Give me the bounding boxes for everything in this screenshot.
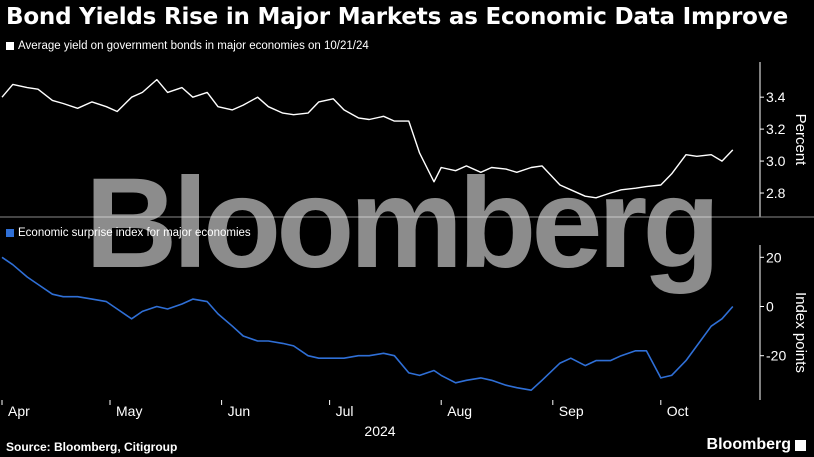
yield-axis-title: Percent	[792, 114, 809, 167]
surprise-y-axis: 20 0 -20 Index points	[759, 245, 809, 400]
x-tick-label: Jun	[228, 403, 251, 419]
surprise-y-tick-label: 20	[766, 249, 782, 265]
yield-series-line	[1, 78, 734, 199]
legend-yield-label: Average yield on government bonds in maj…	[18, 40, 369, 52]
x-tick-label: Apr	[8, 403, 30, 419]
legend-surprise-swatch	[6, 229, 14, 237]
x-tick-label: Aug	[447, 403, 472, 419]
surprise-series-line	[1, 256, 734, 391]
x-year-label: 2024	[364, 423, 395, 439]
x-tick-label: Oct	[667, 403, 689, 419]
source-note: Source: Bloomberg, Citigroup	[6, 440, 178, 454]
x-tick-label: May	[116, 403, 142, 419]
bar-chart-icon	[795, 439, 806, 451]
legend-yield-swatch	[6, 42, 14, 50]
brand-name: Bloomberg	[706, 436, 791, 453]
surprise-y-tick-label: 0	[766, 299, 774, 315]
x-axis: Apr May Jun Jul Aug Sep Oct 2024	[1, 400, 689, 439]
yield-y-axis: 2.8 3.0 3.2 3.4 Percent	[759, 62, 809, 217]
surprise-y-tick-label: -20	[766, 348, 786, 364]
chart-title: Bond Yields Rise in Major Markets as Eco…	[6, 4, 788, 30]
yield-y-tick-label: 3.2	[766, 121, 786, 137]
yield-y-tick-label: 3.4	[766, 89, 786, 105]
legend-surprise-label: Economic surprise index for major econom…	[18, 227, 251, 239]
legend-surprise: Economic surprise index for major econom…	[6, 227, 251, 239]
yield-y-tick-label: 3.0	[766, 153, 786, 169]
yield-y-tick-label: 2.8	[766, 185, 786, 201]
x-tick-label: Jul	[336, 403, 354, 419]
legend-yield: Average yield on government bonds in maj…	[6, 40, 369, 52]
brand-logo: Bloomberg	[707, 436, 806, 454]
x-tick-label: Sep	[559, 403, 584, 419]
surprise-axis-title: Index points	[792, 292, 809, 373]
